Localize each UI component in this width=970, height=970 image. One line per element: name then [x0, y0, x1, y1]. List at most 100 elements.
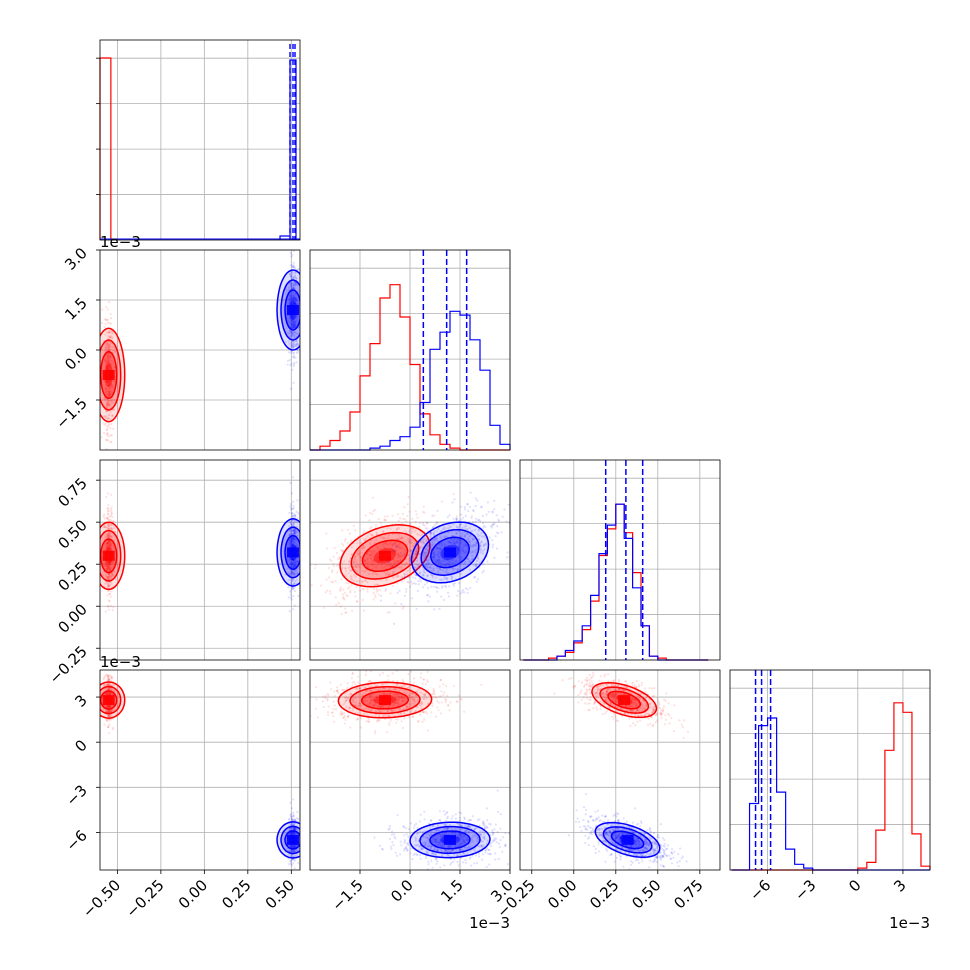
- scatter-point: [292, 298, 295, 301]
- scatter-point: [107, 399, 110, 403]
- scatter-point: [364, 562, 367, 565]
- scatter-point: [464, 514, 467, 518]
- scatter-point: [291, 327, 294, 330]
- scatter-point: [356, 552, 359, 555]
- scatter-point: [421, 541, 424, 544]
- scatter-point: [461, 527, 464, 530]
- scatter-point: [297, 268, 300, 271]
- scatter-point: [468, 505, 471, 509]
- scatter-point: [294, 303, 297, 306]
- scatter-point: [361, 581, 364, 584]
- scatter-point: [105, 380, 108, 383]
- scatter-point: [396, 582, 399, 585]
- scatter-point: [341, 550, 344, 553]
- scatter-point: [350, 584, 353, 587]
- scatter-point: [341, 596, 345, 599]
- scatter-point: [292, 569, 296, 573]
- scatter-point: [109, 336, 113, 339]
- scatter-point: [461, 549, 464, 552]
- scatter-point: [348, 694, 351, 697]
- scatter-point: [340, 613, 343, 616]
- scatter-point: [424, 844, 427, 847]
- scatter-point: [396, 718, 399, 721]
- scatter-point: [349, 591, 352, 594]
- scatter-point: [370, 534, 373, 537]
- scatter-point: [398, 547, 401, 550]
- scatter-point: [408, 558, 411, 561]
- scatter-point: [344, 699, 348, 703]
- scatter-point: [434, 695, 437, 699]
- scatter-point: [354, 682, 357, 686]
- scatter-point: [373, 508, 376, 511]
- scatter-point: [362, 708, 365, 711]
- scatter-point: [106, 340, 110, 343]
- scatter-point: [289, 274, 292, 277]
- scatter-point: [340, 713, 344, 716]
- scatter-point: [291, 296, 294, 300]
- scatter-point: [352, 680, 355, 684]
- scatter-point: [359, 566, 362, 569]
- scatter-point: [296, 544, 299, 547]
- scatter-point: [392, 570, 395, 573]
- scatter-point: [492, 523, 495, 526]
- scatter-point: [106, 507, 109, 510]
- scatter-point: [289, 520, 292, 523]
- scatter-point: [105, 496, 108, 499]
- scatter-point: [104, 561, 107, 564]
- scatter-point: [107, 573, 110, 576]
- scatter-point: [310, 584, 313, 587]
- scatter-point: [110, 576, 113, 579]
- scatter-point: [345, 699, 348, 702]
- scatter-point: [352, 580, 356, 583]
- scatter-point: [465, 532, 468, 535]
- scatter-point: [376, 696, 379, 699]
- scatter-point: [105, 361, 108, 364]
- scatter-point: [397, 698, 400, 701]
- scatter-point: [442, 548, 445, 552]
- scatter-point: [105, 387, 108, 390]
- scatter-point: [291, 564, 294, 567]
- scatter-point: [496, 531, 499, 534]
- scatter-point: [355, 687, 359, 691]
- scatter-point: [293, 831, 296, 834]
- scatter-point: [430, 563, 433, 566]
- scatter-point: [294, 698, 296, 700]
- density-block: [102, 375, 109, 380]
- scatter-point: [103, 549, 106, 552]
- scatter-point: [416, 532, 419, 536]
- scatter-point: [434, 546, 437, 549]
- scatter-point: [427, 688, 430, 691]
- scatter-point: [289, 301, 292, 305]
- scatter-point: [474, 576, 477, 579]
- scatter-point: [113, 570, 116, 573]
- scatter-point: [293, 532, 296, 535]
- scatter-point: [402, 540, 405, 543]
- scatter-point: [506, 863, 509, 866]
- scatter-point: [431, 525, 435, 529]
- scatter-point: [108, 546, 111, 550]
- scatter-point: [395, 693, 398, 696]
- scatter-point: [291, 333, 294, 336]
- scatter-point: [288, 317, 291, 320]
- scatter-point: [373, 699, 376, 703]
- corner-panels: [99, 39, 931, 871]
- scatter-point: [388, 560, 391, 564]
- scatter-point: [111, 413, 114, 417]
- scatter-point: [287, 286, 290, 289]
- scatter-point: [395, 702, 398, 705]
- scatter-point: [378, 714, 381, 717]
- scatter-point: [106, 346, 109, 349]
- scatter-point: [472, 564, 475, 567]
- scatter-point: [106, 687, 110, 690]
- contour-line: [410, 521, 490, 584]
- density-block: [385, 550, 391, 556]
- scatter-point: [294, 539, 297, 542]
- scatter-point: [462, 545, 465, 548]
- scatter-point: [294, 320, 297, 323]
- scatter-point: [430, 569, 433, 572]
- scatter-point: [289, 295, 292, 298]
- scatter-point: [357, 704, 360, 707]
- scatter-point: [416, 690, 419, 693]
- scatter-point: [293, 541, 296, 544]
- scatter-point: [484, 849, 487, 852]
